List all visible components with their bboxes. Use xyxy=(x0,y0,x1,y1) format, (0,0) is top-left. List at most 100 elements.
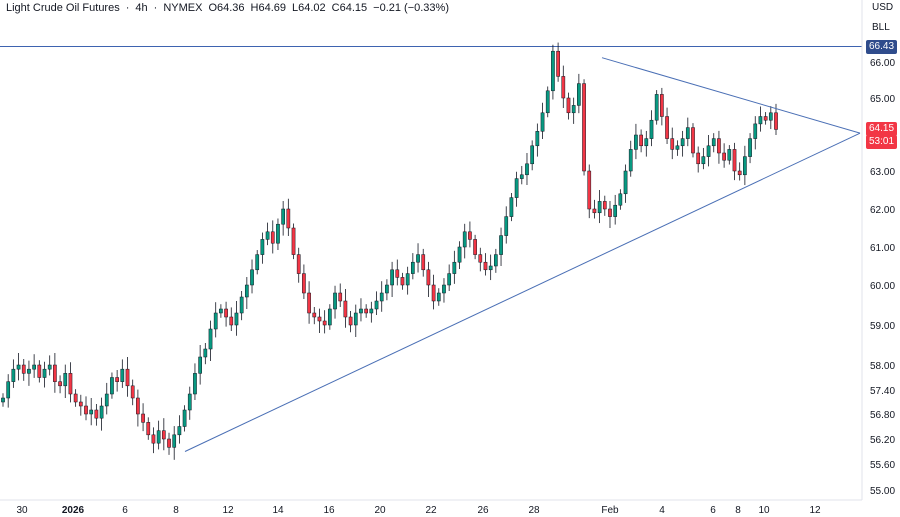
price-tick-label: 60.00 xyxy=(870,281,895,292)
change-value: −0.21 (−0.33%) xyxy=(373,2,449,14)
candle-body xyxy=(488,265,493,271)
candle-body xyxy=(737,170,742,176)
candle-body xyxy=(260,239,265,255)
candle-body xyxy=(535,131,540,147)
candle-body xyxy=(146,422,151,436)
candle-body xyxy=(592,208,597,214)
candle-body xyxy=(312,312,317,318)
candle-body xyxy=(628,149,633,172)
candle-body xyxy=(623,170,628,195)
candle-body xyxy=(239,296,244,314)
lower-trendline[interactable] xyxy=(184,132,861,452)
candle-body xyxy=(327,308,332,326)
candle-body xyxy=(208,328,213,350)
candle-body xyxy=(732,149,737,172)
candle-body xyxy=(270,231,275,244)
candle-body xyxy=(727,149,732,161)
candle-body xyxy=(525,163,529,176)
interval-label[interactable]: 4h xyxy=(135,2,148,14)
currency-label[interactable]: USD xyxy=(872,2,894,13)
time-tick-label: 20 xyxy=(374,505,386,516)
time-tick-label: 6 xyxy=(122,505,128,516)
chart-header: Light Crude Oil Futures · 4h · NYMEX O64.36 H6… xyxy=(6,2,455,14)
candle-body xyxy=(182,409,187,427)
candle-body xyxy=(84,405,88,415)
candle-body xyxy=(42,368,47,378)
candle-body xyxy=(504,216,509,236)
candle-body xyxy=(73,393,78,403)
time-tick-label: 30 xyxy=(16,505,28,516)
candle-body xyxy=(317,316,322,322)
candle-body xyxy=(213,312,218,330)
time-tick-label: 26 xyxy=(477,505,489,516)
price-tick-label: 59.00 xyxy=(870,321,895,332)
time-tick-label: 12 xyxy=(222,505,234,516)
candle-body xyxy=(711,138,716,147)
candle-body xyxy=(685,127,690,139)
candle-body xyxy=(322,320,327,326)
candle-body xyxy=(125,368,130,387)
candle-body xyxy=(348,316,353,326)
candle-body xyxy=(343,300,348,318)
upper-trendline[interactable] xyxy=(601,57,861,134)
candle-body xyxy=(338,292,343,302)
time-tick-label: 12 xyxy=(809,505,821,516)
candle-body xyxy=(333,292,337,310)
candle-body xyxy=(302,273,306,294)
open-value: O64.36 xyxy=(208,2,245,14)
candle-body xyxy=(608,208,612,217)
time-tick-label: 8 xyxy=(173,505,179,516)
candle-body xyxy=(634,134,638,150)
candle-body xyxy=(426,269,431,286)
candle-body xyxy=(110,377,114,395)
candle-body xyxy=(556,50,560,77)
price-tick-label: 56.80 xyxy=(870,410,895,421)
candle-body xyxy=(561,76,566,99)
candle-body xyxy=(514,178,519,198)
time-tick-label: 10 xyxy=(758,505,770,516)
candle-body xyxy=(613,204,618,217)
candle-body xyxy=(478,254,483,263)
price-tick-label: 63.00 xyxy=(870,167,895,178)
time-tick-label: 6 xyxy=(710,505,716,516)
candle-body xyxy=(198,356,202,374)
price-tick-label: 61.00 xyxy=(870,243,895,254)
candle-body xyxy=(494,254,498,267)
time-tick-label: Feb xyxy=(601,505,619,516)
high-value: H64.69 xyxy=(250,2,287,14)
candle-body xyxy=(577,83,581,106)
candle-body xyxy=(6,381,11,399)
last-price-tag: 64.15 xyxy=(866,122,898,137)
time-tick-label: 16 xyxy=(323,505,335,516)
candle-body xyxy=(32,364,36,370)
candle-body xyxy=(16,364,21,370)
header-separator: · xyxy=(125,2,130,14)
candle-body xyxy=(696,152,701,165)
candle-body xyxy=(379,292,384,302)
candle-body xyxy=(219,308,223,314)
level-price-tag: 66.43 xyxy=(866,39,898,54)
candle-body xyxy=(374,300,379,310)
time-axis[interactable]: 30 2026 6 8 12 14 16 20 22 26 28 Feb 4 6 8 10 12 xyxy=(0,499,862,516)
candle-body xyxy=(768,112,773,121)
candle-body xyxy=(136,397,140,415)
price-tick-label: 62.00 xyxy=(870,205,895,216)
price-axis[interactable]: 66.0065.0064.0063.0062.0061.0060.0059.00… xyxy=(861,0,895,500)
candle-body xyxy=(680,138,685,147)
unit-label[interactable]: BLL xyxy=(872,22,890,33)
candle-body xyxy=(395,269,400,278)
candle-body xyxy=(244,284,249,298)
candle-body xyxy=(177,426,182,436)
symbol-title[interactable]: Light Crude Oil Futures xyxy=(6,2,120,14)
candle-body xyxy=(276,223,280,244)
header-separator-2: · xyxy=(153,2,158,14)
candle-body xyxy=(436,292,441,302)
candle-body xyxy=(421,254,426,271)
candle-body xyxy=(701,156,706,165)
price-tick-label: 65.00 xyxy=(870,94,895,105)
candles xyxy=(1,42,778,460)
candle-body xyxy=(462,231,467,248)
candle-body xyxy=(187,393,192,411)
